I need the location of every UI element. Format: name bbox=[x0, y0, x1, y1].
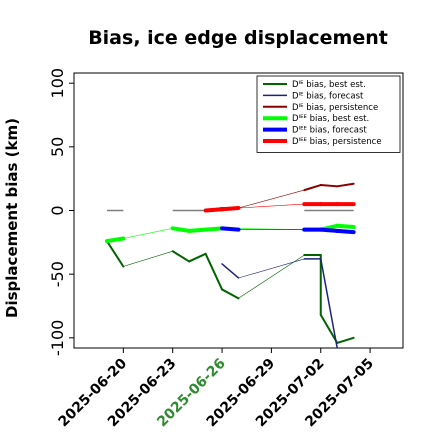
series-segment-0-5 bbox=[204, 252, 224, 291]
y-tick-label: 0 bbox=[48, 205, 67, 215]
y-axis-label: Displacement bias (km) bbox=[3, 118, 21, 318]
series-segment-3-3 bbox=[170, 226, 192, 233]
series-segment-3-9 bbox=[335, 223, 356, 230]
legend-label-5: Dᴵᴱᴱ bias, persistence bbox=[292, 137, 382, 147]
series-segment-2-6 bbox=[336, 182, 355, 188]
series-segment-3-5 bbox=[203, 226, 225, 232]
legend-label-1: Dᴵᴱ bias, forecast bbox=[292, 91, 364, 101]
series-segment-0-3 bbox=[171, 250, 191, 263]
series-segment-1-1 bbox=[221, 263, 240, 279]
legend-label-2: Dᴵᴱ bias, persistence bbox=[292, 103, 378, 113]
y-tick-label: 100 bbox=[48, 68, 67, 99]
series-segment-4-1 bbox=[220, 226, 241, 232]
series-segment-2-4 bbox=[303, 184, 322, 192]
legend-label-0: Dᴵᴱ bias, best est. bbox=[292, 80, 366, 90]
y-axis-ticks: 100 50 0 -50 -100 bbox=[48, 68, 74, 356]
x-axis-ticks: 2025-06-202025-06-232025-06-262025-06-29… bbox=[56, 348, 377, 430]
series-segment-2-5 bbox=[319, 184, 339, 188]
series-segment-1-4 bbox=[320, 258, 338, 349]
series-segment-0-1 bbox=[105, 240, 125, 268]
legend-label-4: Dᴵᴱᴱ bias, forecast bbox=[292, 126, 367, 136]
series-segment-0-11 bbox=[336, 336, 355, 344]
series-segment-0-4 bbox=[188, 252, 207, 263]
series-segment-4-4 bbox=[318, 227, 340, 233]
y-tick-label: -50 bbox=[48, 261, 67, 287]
series-lines bbox=[104, 182, 356, 349]
series-segment-0-6 bbox=[221, 288, 240, 300]
legend: Dᴵᴱ bias, best est.Dᴵᴱ bias, forecast Dᴵᴱ… bbox=[256, 75, 401, 153]
chart-title: Bias, ice edge displacement bbox=[88, 27, 388, 49]
series-segment-0-10 bbox=[319, 313, 339, 344]
series-segment-5-2 bbox=[220, 205, 241, 212]
series-segment-3-4 bbox=[187, 227, 208, 233]
legend-label-3: Dᴵᴱᴱ bias, best est. bbox=[292, 114, 369, 124]
series-segment-5-1 bbox=[203, 207, 225, 213]
series-line-thin-0 bbox=[106, 240, 354, 344]
series-segment-4-5 bbox=[335, 228, 356, 235]
y-tick-label: 50 bbox=[48, 137, 67, 157]
series-segment-3-1 bbox=[104, 236, 126, 244]
series-line-thin-2 bbox=[205, 183, 354, 211]
y-tick-label: -100 bbox=[48, 320, 67, 356]
